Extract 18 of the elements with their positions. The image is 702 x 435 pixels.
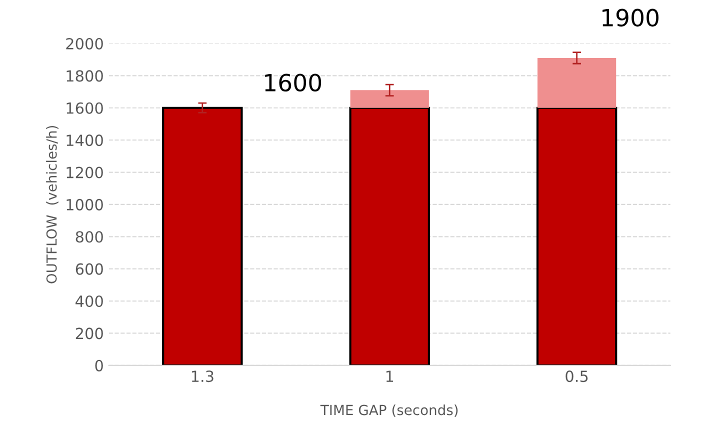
y-tick-label: 400 [76, 295, 103, 308]
x-tick-label: 1.3 [192, 370, 214, 382]
y-axis-title: OUTFLOW (vehicles/h) [46, 126, 58, 284]
y-tick-label: 800 [76, 231, 103, 243]
annotation: 1600 [265, 74, 322, 92]
y-tick-label: 1200 [66, 166, 103, 178]
y-tick-label: 1400 [66, 134, 103, 146]
y-tick-label: 2000 [66, 38, 103, 50]
x-tick-label: 1 [386, 370, 394, 382]
x-tick-label: 0.5 [566, 370, 588, 382]
x-axis-title: TIME GAP (seconds) [320, 404, 458, 417]
y-tick-label: 0 [95, 360, 103, 372]
y-tick-label: 600 [76, 263, 103, 275]
y-tick-label: 1600 [66, 102, 103, 114]
annotation: 1900 [602, 8, 658, 27]
y-tick-label: 1800 [66, 70, 103, 82]
y-tick-label: 200 [76, 328, 103, 340]
y-tick-label: 1000 [66, 198, 103, 210]
